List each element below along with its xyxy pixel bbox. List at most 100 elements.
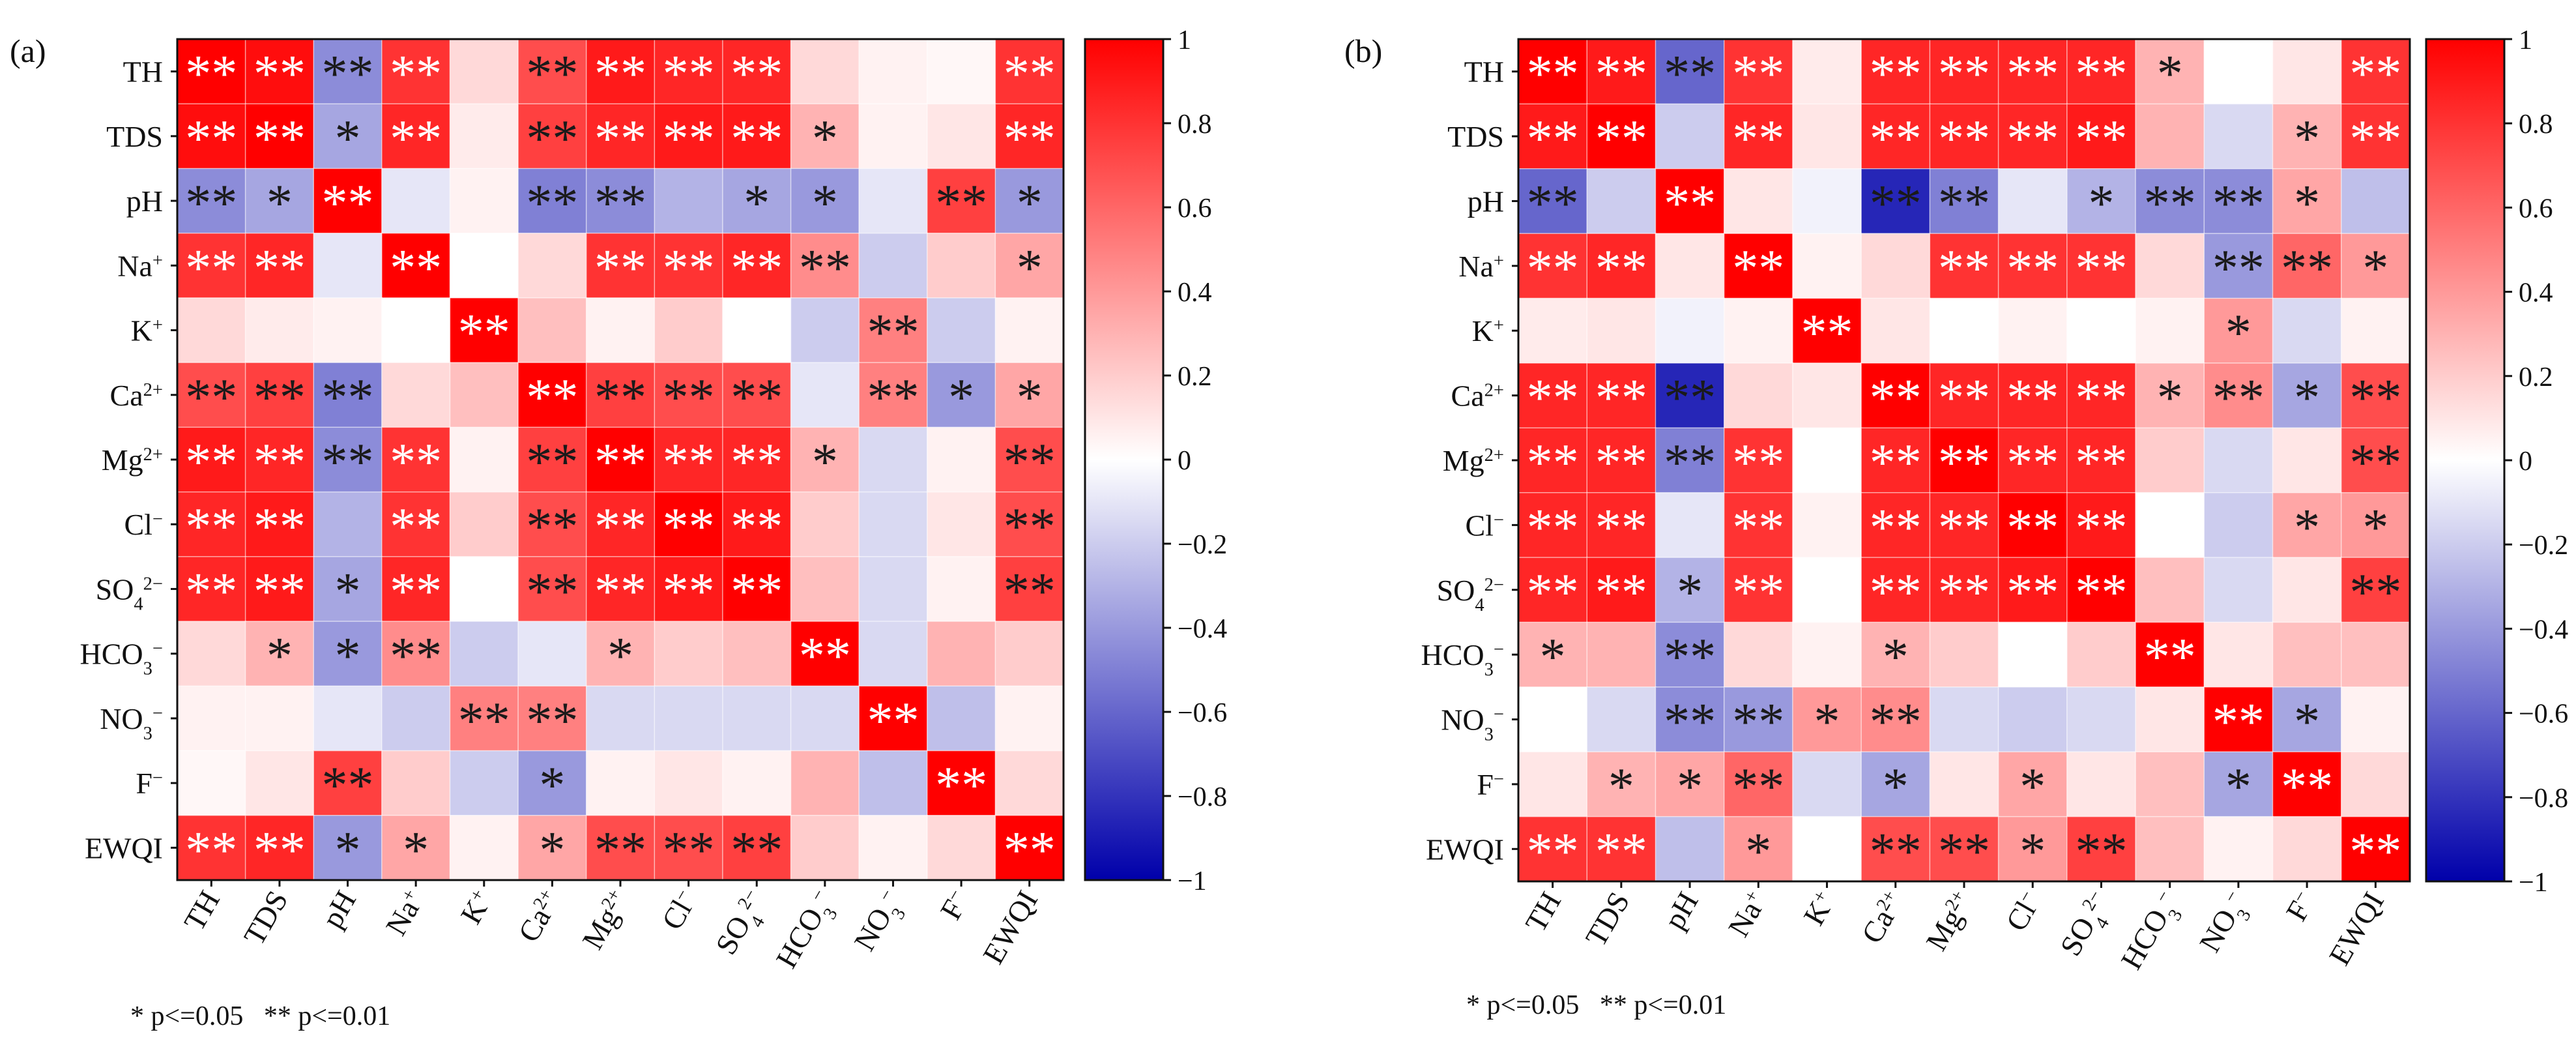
significance-mark: ** bbox=[526, 110, 578, 168]
heatmap-cell bbox=[313, 556, 383, 623]
significance-mark: ** bbox=[867, 692, 919, 750]
heatmap-cell bbox=[2066, 38, 2137, 105]
heatmap-cell bbox=[1860, 103, 1931, 170]
heatmap-cell bbox=[2341, 103, 2411, 170]
heatmap-cell bbox=[381, 168, 451, 234]
significance-mark: ** bbox=[2006, 110, 2059, 168]
significance-mark: * bbox=[2362, 240, 2388, 297]
significance-mark: * bbox=[1017, 239, 1043, 297]
significance-mark: ** bbox=[526, 46, 578, 103]
significance-mark: ** bbox=[2281, 758, 2333, 816]
significance-mark: ** bbox=[1527, 823, 1579, 880]
heatmap-cell bbox=[1655, 621, 1725, 688]
heatmap-cell bbox=[1655, 492, 1725, 559]
heatmap-cell bbox=[790, 815, 860, 881]
significance-mark: ** bbox=[2006, 370, 2059, 427]
heatmap-cell bbox=[858, 685, 929, 752]
heatmap-cell bbox=[1723, 362, 1794, 429]
significance-mark: ** bbox=[663, 239, 715, 297]
heatmap-cell bbox=[722, 103, 792, 169]
heatmap-cell bbox=[449, 621, 519, 687]
row-label: SO42− bbox=[96, 572, 163, 614]
heatmap-cell bbox=[927, 491, 996, 558]
heatmap-cell bbox=[1586, 557, 1657, 623]
significance-mark: * bbox=[2019, 758, 2046, 816]
heatmap-cell bbox=[449, 815, 519, 881]
colorbar-tick-label: −1 bbox=[2519, 868, 2548, 898]
heatmap-cell bbox=[1997, 557, 2068, 623]
heatmap-cell bbox=[927, 621, 996, 687]
heatmap-cell bbox=[2272, 816, 2343, 883]
significance-mark: ** bbox=[185, 369, 237, 426]
significance-mark: ** bbox=[2349, 434, 2401, 492]
significance-mark: ** bbox=[185, 498, 237, 555]
significance-mark: ** bbox=[1595, 240, 1647, 297]
heatmap-cell bbox=[2272, 427, 2343, 493]
heatmap-cell bbox=[927, 297, 996, 364]
significance-mark: ** bbox=[2075, 370, 2127, 427]
heatmap-cell bbox=[654, 297, 724, 364]
heatmap-cell bbox=[177, 362, 246, 428]
colorbar-tick-label: 0.4 bbox=[2519, 278, 2553, 308]
significance-mark: ** bbox=[1870, 434, 1922, 492]
colorbar-tick-label: 0.2 bbox=[1178, 362, 1212, 392]
significance-mark: ** bbox=[2075, 564, 2127, 621]
heatmap-cell bbox=[2066, 362, 2137, 429]
heatmap-cell bbox=[927, 815, 996, 881]
heatmap-cell bbox=[2203, 751, 2274, 817]
significance-mark: ** bbox=[594, 110, 646, 168]
significance-mark: ** bbox=[2006, 46, 2059, 103]
significance-mark: ** bbox=[526, 369, 578, 426]
heatmap-cell bbox=[517, 815, 587, 881]
significance-mark: ** bbox=[1595, 823, 1647, 880]
significance-mark: ** bbox=[526, 498, 578, 555]
heatmap-cell bbox=[790, 38, 860, 105]
heatmap-cell bbox=[2135, 233, 2205, 299]
column-label: TH bbox=[1518, 887, 1567, 938]
row-label: F− bbox=[136, 767, 163, 800]
heatmap-cell bbox=[722, 556, 792, 623]
significance-mark: ** bbox=[185, 175, 237, 232]
heatmap-cell bbox=[2272, 686, 2343, 753]
significance-mark: ** bbox=[1732, 564, 1784, 621]
heatmap-cell bbox=[313, 297, 383, 364]
significance-mark: ** bbox=[1870, 823, 1922, 880]
column-label: NO3− bbox=[2193, 887, 2260, 962]
heatmap-cell bbox=[1997, 297, 2068, 364]
significance-mark: ** bbox=[1938, 564, 1990, 621]
heatmap-cell bbox=[177, 168, 246, 234]
heatmap-cell bbox=[2203, 686, 2274, 753]
significance-mark: ** bbox=[1664, 694, 1716, 751]
heatmap-cell bbox=[1997, 686, 2068, 753]
heatmap-cell bbox=[244, 168, 315, 234]
heatmap-cell bbox=[1860, 362, 1931, 429]
heatmap-cell bbox=[1586, 168, 1657, 235]
heatmap-cell bbox=[517, 685, 587, 752]
heatmap-cell bbox=[2203, 38, 2274, 105]
significance-mark: * bbox=[2088, 175, 2114, 232]
heatmap-cell bbox=[585, 297, 656, 364]
heatmap-cell bbox=[2203, 297, 2274, 364]
significance-mark: ** bbox=[2075, 434, 2127, 492]
colorbar-tick-label: 0.2 bbox=[2519, 362, 2553, 392]
significance-mark: ** bbox=[1664, 175, 1716, 232]
heatmap-cell bbox=[517, 232, 587, 299]
heatmap-cell bbox=[244, 556, 315, 623]
colorbar bbox=[1084, 38, 1165, 881]
heatmap-cell bbox=[994, 232, 1065, 299]
significance-mark: ** bbox=[1527, 434, 1579, 492]
heatmap-cell bbox=[1655, 816, 1725, 883]
heatmap-cell bbox=[790, 103, 860, 169]
significance-mark: * bbox=[335, 110, 361, 168]
significance-mark: * bbox=[1883, 628, 1909, 686]
column-label: K+ bbox=[454, 885, 499, 930]
heatmap-cell bbox=[1929, 362, 1999, 429]
significance-mark: ** bbox=[185, 46, 237, 103]
heatmap-cell bbox=[1792, 168, 1862, 235]
heatmap-cell bbox=[994, 168, 1065, 234]
heatmap-cell bbox=[1518, 686, 1588, 753]
heatmap-cell bbox=[2341, 686, 2411, 753]
heatmap-cell bbox=[449, 297, 519, 364]
colorbar-tick-label: 1 bbox=[1178, 25, 1191, 55]
heatmap-cell bbox=[1518, 168, 1588, 235]
